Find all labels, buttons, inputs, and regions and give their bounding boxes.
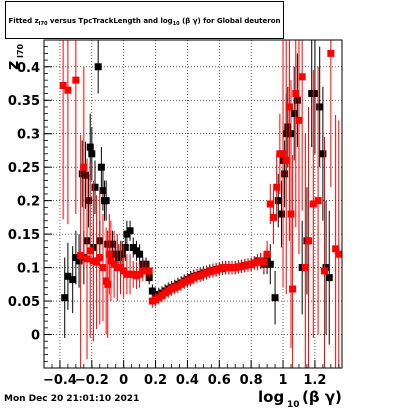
black-data-point bbox=[316, 103, 324, 111]
x-tick-label: 1.2 bbox=[303, 373, 326, 388]
black-data-point bbox=[118, 250, 126, 258]
black-data-point bbox=[319, 150, 327, 158]
title-sub-ipo: I70 bbox=[38, 21, 48, 27]
black-data-point bbox=[91, 183, 99, 191]
timestamp-footer: Mon Dec 20 21:01:10 2021 bbox=[4, 394, 140, 404]
red-data-point bbox=[320, 267, 328, 275]
black-data-point bbox=[293, 96, 301, 104]
plot-frame bbox=[43, 39, 343, 369]
x-tick-label: 0.8 bbox=[240, 373, 263, 388]
x-axis-label-sub: 10 bbox=[287, 400, 300, 409]
black-data-point bbox=[61, 294, 69, 302]
red-data-point bbox=[104, 280, 112, 288]
red-data-point bbox=[59, 82, 67, 90]
black-data-point bbox=[290, 110, 298, 118]
black-data-point bbox=[102, 197, 110, 205]
black-data-point bbox=[277, 210, 285, 218]
black-data-point bbox=[121, 244, 129, 252]
black-data-point bbox=[94, 63, 102, 71]
red-data-point bbox=[305, 237, 313, 245]
black-data-point bbox=[266, 260, 274, 268]
title-z: z bbox=[34, 17, 39, 25]
red-data-point bbox=[72, 76, 80, 84]
black-data-point bbox=[69, 276, 77, 284]
black-data-point bbox=[271, 294, 279, 302]
y-tick-label: 0.35 bbox=[8, 94, 40, 109]
x-tick-label: 0.6 bbox=[208, 373, 231, 388]
red-data-point bbox=[99, 264, 107, 272]
black-data-point bbox=[75, 257, 83, 265]
red-data-point bbox=[260, 258, 268, 266]
y-tick-label: 0.1 bbox=[17, 262, 40, 277]
red-data-point bbox=[289, 285, 297, 293]
red-data-point bbox=[80, 163, 88, 171]
y-tick-label: 0.3 bbox=[17, 128, 40, 143]
red-data-point bbox=[273, 183, 281, 191]
red-data-point bbox=[93, 258, 101, 266]
y-tick-label: 0.25 bbox=[8, 161, 40, 176]
black-data-point bbox=[88, 150, 96, 158]
black-data-point bbox=[86, 143, 94, 151]
black-data-point bbox=[99, 187, 107, 195]
red-data-point bbox=[285, 103, 293, 111]
red-data-point bbox=[292, 90, 300, 98]
red-data-point bbox=[86, 247, 94, 255]
red-data-point bbox=[282, 156, 290, 164]
red-data-point bbox=[327, 49, 335, 57]
title-suffix: (β γ) for Global deuteron bbox=[182, 17, 281, 25]
black-data-point bbox=[311, 90, 319, 98]
red-data-point bbox=[145, 267, 153, 275]
title-prefix: Fitted bbox=[8, 17, 33, 25]
y-tick-label: 0.4 bbox=[17, 61, 40, 76]
chart-title: Fitted zI70 versus TpcTrackLength and lo… bbox=[6, 17, 283, 27]
y-axis-label: z bbox=[3, 61, 22, 70]
red-data-point bbox=[298, 73, 306, 81]
red-data-point bbox=[269, 213, 277, 221]
black-data-point bbox=[64, 272, 72, 280]
black-data-point bbox=[136, 250, 144, 258]
x-tick-label: 1 bbox=[279, 373, 288, 388]
y-axis-label-sub: I70 bbox=[16, 43, 25, 58]
red-data-point bbox=[105, 250, 113, 258]
chart-title-box: Fitted zI70 versus TpcTrackLength and lo… bbox=[5, 1, 284, 39]
x-tick-label: 0 bbox=[119, 373, 128, 388]
red-data-point bbox=[96, 254, 104, 262]
x-tick-label: 0.2 bbox=[144, 373, 167, 388]
y-tick-label: 0 bbox=[31, 329, 40, 344]
red-data-point bbox=[287, 210, 295, 218]
x-axis-label-rest: (β γ) bbox=[302, 388, 342, 406]
y-tick-label: 0.15 bbox=[8, 228, 40, 243]
black-data-point bbox=[85, 197, 93, 205]
red-data-point bbox=[263, 250, 271, 258]
red-data-point bbox=[77, 252, 85, 260]
black-data-point bbox=[325, 274, 333, 282]
red-data-point bbox=[279, 150, 287, 158]
x-tick-label: −0.4 bbox=[43, 373, 77, 388]
y-tick-label: 0.2 bbox=[17, 195, 40, 210]
red-data-point bbox=[332, 245, 340, 253]
red-data-point bbox=[301, 264, 309, 272]
x-tick-label: 0.4 bbox=[176, 373, 199, 388]
black-data-point bbox=[81, 171, 89, 179]
red-data-point bbox=[295, 116, 303, 124]
title-sub-10: 10 bbox=[172, 21, 180, 27]
red-data-point bbox=[64, 86, 72, 94]
y-tick-label: 0.05 bbox=[8, 295, 40, 310]
red-data-point bbox=[266, 200, 274, 208]
black-data-point bbox=[97, 163, 105, 171]
red-data-point bbox=[314, 197, 322, 205]
black-data-point bbox=[148, 287, 156, 295]
x-axis-label: log bbox=[258, 388, 284, 406]
black-data-point bbox=[109, 240, 117, 248]
red-data-point bbox=[83, 255, 91, 263]
red-data-point bbox=[309, 200, 317, 208]
x-tick-label: −0.2 bbox=[75, 373, 109, 388]
title-middle: versus TpcTrackLength and log bbox=[49, 17, 173, 25]
black-data-point bbox=[274, 197, 282, 205]
red-data-point bbox=[335, 250, 343, 258]
black-data-point bbox=[281, 170, 289, 178]
black-data-point bbox=[126, 227, 134, 235]
black-data-point bbox=[284, 123, 292, 131]
